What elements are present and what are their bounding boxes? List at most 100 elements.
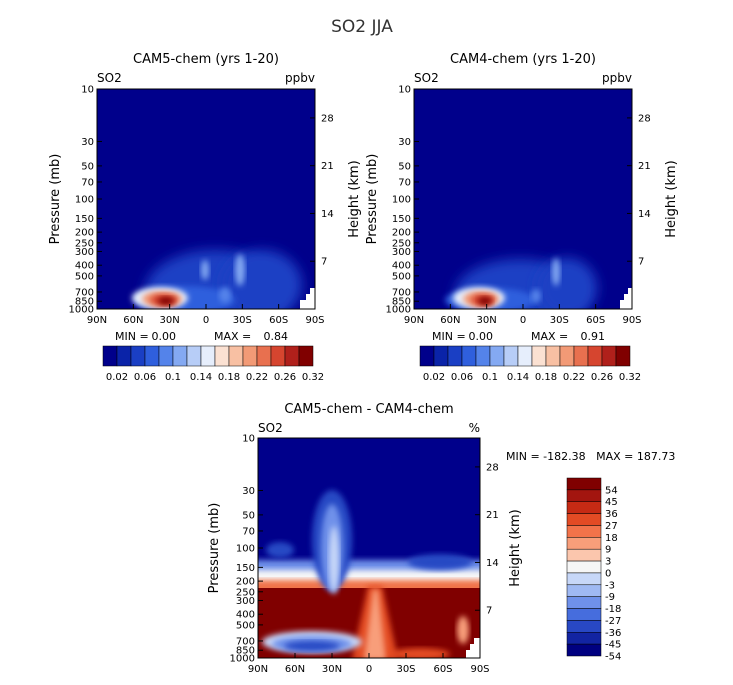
colorbar-swatch — [566, 525, 602, 538]
colorbar-swatch — [587, 345, 603, 367]
y-tick-label: 10 — [242, 434, 255, 445]
colorbar-swatch — [545, 345, 561, 367]
y-tick-label: 150 — [236, 563, 255, 574]
y-tick-label: 50 — [81, 161, 94, 172]
colorbar-swatch — [566, 501, 602, 514]
y-tick-label: 500 — [236, 620, 255, 631]
x-tick-label: 60N — [285, 664, 305, 675]
colorbar-swatch — [186, 345, 202, 367]
colorbar-label: 3 — [605, 557, 611, 568]
y-tick-label: 400 — [75, 261, 94, 272]
species-label: SO2 — [258, 421, 283, 435]
y-tick-label: 850 — [75, 297, 94, 308]
y-tick-label: 30 — [81, 137, 94, 148]
colorbar-swatch — [566, 632, 602, 645]
colorbar-swatch — [144, 345, 160, 367]
y2-axis-label: Height (km) — [508, 509, 523, 586]
y-tick-label: 100 — [392, 195, 411, 206]
colorbar-swatch — [566, 537, 602, 550]
y-tick-label: 100 — [236, 544, 255, 555]
field-blob — [408, 554, 472, 570]
y-tick-label: 700 — [236, 636, 255, 647]
field-blob — [478, 297, 492, 305]
units-label: ppbv — [602, 71, 632, 85]
colorbar-swatch — [566, 620, 602, 633]
panel-title: CAM5-chem - CAM4-chem — [284, 402, 453, 417]
colorbar-swatch — [601, 345, 617, 367]
y-tick-label: 250 — [75, 238, 94, 249]
x-tick-label: 90N — [404, 315, 424, 326]
x-tick-label: 60S — [269, 315, 288, 326]
colorbar-swatch — [158, 345, 174, 367]
y2-tick-label: 14 — [638, 209, 651, 220]
field-wedge — [364, 590, 386, 658]
colorbar-swatch — [256, 345, 272, 367]
colorbar-label: -36 — [605, 628, 621, 639]
colorbar-swatch — [517, 345, 533, 367]
min-label: MIN = — [115, 330, 149, 343]
colorbar-label: 0.1 — [482, 372, 498, 383]
x-tick-label: 90S — [622, 315, 641, 326]
y-tick-label: 150 — [392, 214, 411, 225]
colorbar-label: 0.06 — [451, 372, 473, 383]
y-tick-label: 70 — [242, 526, 255, 537]
x-tick-label: 60N — [440, 315, 460, 326]
x-tick-label: 0 — [366, 664, 372, 675]
panel-difference: CAM5-chem - CAM4-chem SO2 % 103050701001… — [207, 402, 675, 675]
x-axis-ticks: 90N 60N 30N 0 30S 60S 90S — [404, 304, 642, 326]
colorbar-swatch — [433, 345, 449, 367]
min-value: 0.00 — [469, 330, 494, 343]
field-blob — [390, 648, 450, 658]
species-label: SO2 — [414, 71, 439, 85]
y-tick-label: 200 — [392, 228, 411, 239]
y-tick-label: 250 — [392, 238, 411, 249]
y-tick-label: 200 — [236, 577, 255, 588]
colorbar-swatch — [566, 513, 602, 526]
panel-title: CAM4-chem (yrs 1-20) — [450, 52, 596, 67]
y2-tick-label: 14 — [321, 209, 334, 220]
colorbar-swatch — [503, 345, 519, 367]
colorbar-swatch — [228, 345, 244, 367]
y-axis-label: Pressure (mb) — [48, 154, 63, 245]
units-label: ppbv — [285, 71, 315, 85]
colorbar: 0.02 0.06 0.1 0.14 0.18 0.22 0.26 0.32 — [419, 345, 641, 383]
colorbar-label: 0.18 — [535, 372, 557, 383]
y-tick-label: 400 — [392, 261, 411, 272]
species-label: SO2 — [97, 71, 122, 85]
colorbar-label: 0.26 — [591, 372, 613, 383]
max-value: 0.91 — [581, 330, 606, 343]
y-tick-label: 10 — [81, 85, 94, 96]
min-label: MIN = — [432, 330, 466, 343]
masked-terrain — [620, 288, 632, 309]
colorbar-label: 0.22 — [563, 372, 585, 383]
colorbar-label: -45 — [605, 640, 621, 651]
y2-tick-label: 7 — [486, 606, 492, 617]
colorbar-swatch — [566, 608, 602, 621]
y-tick-label: 50 — [398, 161, 411, 172]
field-blob — [537, 258, 597, 309]
field-blob — [531, 289, 541, 303]
field-layer — [132, 250, 315, 309]
colorbar-swatch — [489, 345, 505, 367]
x-tick-label: 30S — [233, 315, 252, 326]
figure-title: SO2 JJA — [331, 17, 393, 37]
colorbar-label: -9 — [605, 592, 615, 603]
x-tick-label: 90S — [470, 664, 489, 675]
colorbar-label: 0.1 — [165, 372, 181, 383]
panel-cam4: CAM4-chem (yrs 1-20) SO2 ppbv 1030507010… — [365, 52, 679, 383]
field-blob — [329, 526, 339, 594]
y2-tick-label: 14 — [486, 558, 499, 569]
y2-tick-label: 21 — [486, 510, 499, 521]
colorbar-label: 36 — [605, 509, 618, 520]
colorbar-swatch — [566, 572, 602, 586]
y-tick-label: 30 — [398, 137, 411, 148]
colorbar-label: 0.14 — [190, 372, 212, 383]
y-tick-label: 400 — [236, 610, 255, 621]
max-label: MAX = — [531, 330, 568, 343]
x-tick-label: 90S — [305, 315, 324, 326]
colorbar-label: 0.22 — [246, 372, 268, 383]
max-value: 0.84 — [264, 330, 289, 343]
colorbar-label: -27 — [605, 616, 621, 627]
